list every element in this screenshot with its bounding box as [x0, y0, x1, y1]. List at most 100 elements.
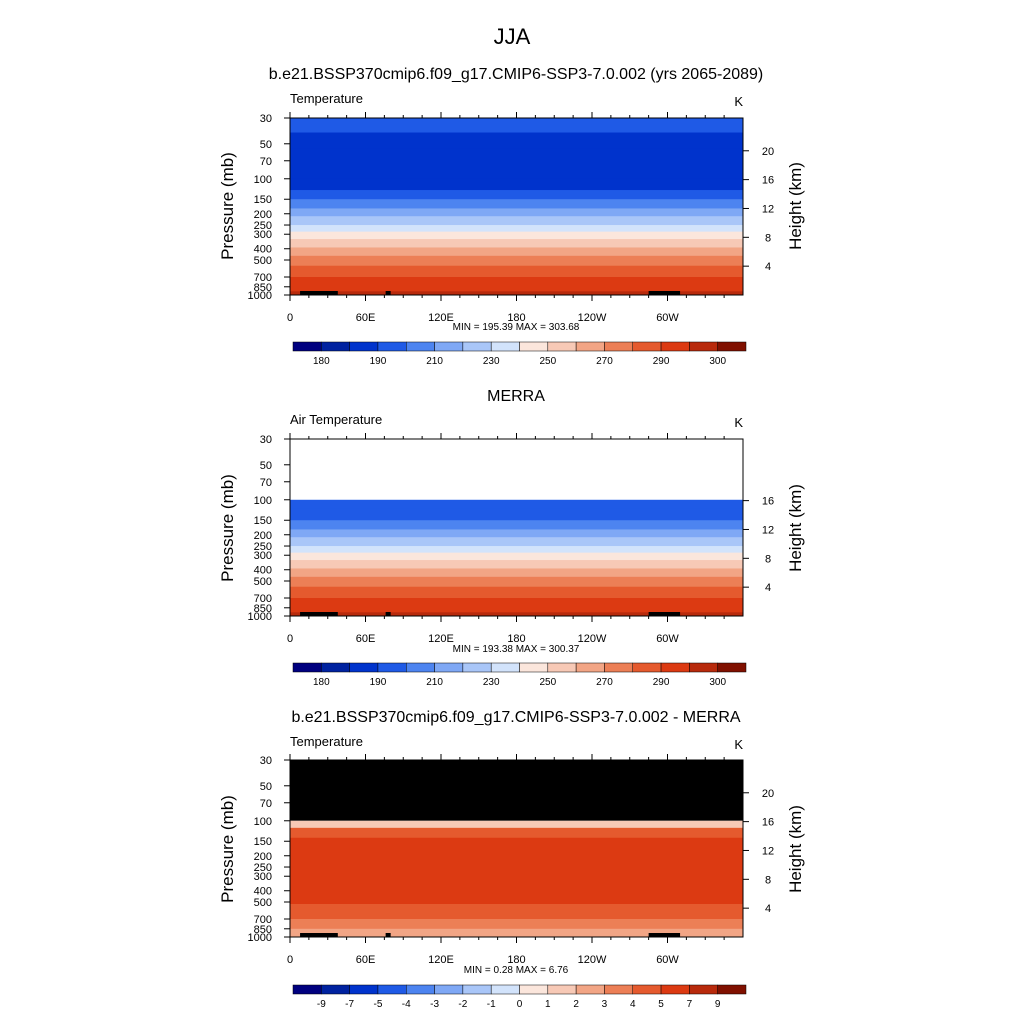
- x-tick-label: 180: [507, 312, 525, 324]
- y-tick-label: 70: [260, 798, 272, 810]
- colorbar-label: 9: [715, 999, 721, 1010]
- y2-tick-label: 16: [762, 175, 774, 187]
- colorbar-swatch: [604, 341, 633, 352]
- contour-band: [290, 148, 743, 180]
- contour-band: [290, 928, 743, 938]
- x-tick-label: 60W: [656, 312, 679, 324]
- y-tick-label: 100: [254, 816, 272, 828]
- stats-label: MIN = 193.38 MAX = 300.37: [453, 644, 580, 655]
- y2-tick-label: 8: [765, 232, 771, 244]
- y-tick-label: 150: [254, 836, 272, 848]
- y-tick-label: 700: [254, 272, 272, 284]
- colorbar-swatch: [547, 341, 577, 352]
- colorbar-label: -2: [458, 999, 467, 1010]
- contour-band: [290, 537, 743, 547]
- colorbar-swatch: [490, 984, 520, 995]
- y-tick-label: 700: [254, 914, 272, 926]
- y2-tick-label: 12: [762, 203, 774, 215]
- y-tick-label: 850: [254, 282, 272, 294]
- x-tick-label: 120E: [428, 954, 454, 966]
- colorbar-swatch: [490, 662, 520, 673]
- y-tick-label: 200: [254, 530, 272, 542]
- colorbar-label: 210: [426, 356, 443, 367]
- contour-band: [290, 239, 743, 248]
- x-tick-label: 0: [287, 312, 293, 324]
- colorbar-swatch: [575, 341, 605, 352]
- colorbar-swatch: [349, 984, 379, 995]
- y-tick-label: 1000: [248, 932, 272, 944]
- y-tick-label: 250: [254, 541, 272, 553]
- contour-band: [290, 508, 743, 521]
- colorbar-label: 230: [483, 677, 500, 688]
- x-tick-label: 60W: [656, 633, 679, 645]
- contour-band: [290, 597, 743, 609]
- colorbar-swatch: [406, 341, 435, 352]
- colorbar-swatch: [321, 341, 350, 352]
- y-tick-label: 100: [254, 495, 272, 507]
- colorbar-label: 3: [602, 999, 608, 1010]
- colorbar-swatch: [462, 341, 492, 352]
- y2-tick-label: 4: [765, 903, 771, 915]
- topography-mask: [300, 291, 338, 295]
- y-tick-label: 400: [254, 244, 272, 256]
- colorbar-swatch: [434, 984, 464, 995]
- colorbar-swatch: [717, 984, 747, 995]
- contour-band: [290, 225, 743, 233]
- y2-axis-label: Height (km): [786, 162, 805, 250]
- contour-band: [290, 820, 743, 829]
- colorbar-swatch: [349, 662, 379, 673]
- colorbar-label: 0: [517, 999, 523, 1010]
- topography-mask: [385, 933, 391, 937]
- y-tick-label: 50: [260, 460, 272, 472]
- x-tick-label: 0: [287, 954, 293, 966]
- colorbar-label: 250: [539, 677, 556, 688]
- panel-merra: MERRA Air Temperature K 0 60E 120E 180 120W 6…: [218, 388, 805, 688]
- contour-band: [290, 265, 743, 278]
- contour-band: [290, 552, 743, 561]
- contour-band: [290, 576, 743, 588]
- contour-band: [290, 529, 743, 538]
- contour-band: [290, 190, 743, 200]
- colorbar-label: -4: [402, 999, 411, 1010]
- y-tick-label: 200: [254, 209, 272, 221]
- y-tick-label: 30: [260, 113, 272, 125]
- y2-tick-label: 20: [762, 788, 774, 800]
- y-axis-label: Pressure (mb): [218, 152, 237, 260]
- y-axis-label: Pressure (mb): [218, 795, 237, 903]
- colorbar-label: 300: [709, 677, 726, 688]
- contour-band: [290, 546, 743, 554]
- colorbar-swatch: [377, 984, 407, 995]
- contour-band: [290, 216, 743, 226]
- y-tick-label: 250: [254, 862, 272, 874]
- panel-left-title: Air Temperature: [290, 412, 382, 427]
- contour-band: [290, 568, 743, 578]
- contour-band: [290, 837, 743, 898]
- x-tick-label: 120E: [428, 633, 454, 645]
- colorbar-swatch: [660, 341, 690, 352]
- stats-label: MIN = 195.39 MAX = 303.68: [453, 322, 580, 333]
- contour-band: [290, 286, 743, 292]
- topography-mask: [300, 933, 338, 937]
- figure-title: JJA: [494, 24, 531, 49]
- contour-band: [290, 199, 743, 209]
- panel-left-title: Temperature: [290, 91, 363, 106]
- topography-mask: [385, 291, 391, 295]
- panel-title: MERRA: [487, 388, 545, 405]
- x-tick-label: 120E: [428, 312, 454, 324]
- y2-axis-label: Height (km): [786, 805, 805, 893]
- y2-tick-label: 16: [762, 817, 774, 829]
- colorbar-swatch: [717, 662, 747, 673]
- contour-band: [290, 499, 743, 510]
- contour-band: [290, 291, 743, 296]
- y-axis-label: Pressure (mb): [218, 474, 237, 582]
- colorbar-swatch: [575, 662, 605, 673]
- colorbar-swatch: [406, 984, 435, 995]
- y-tick-label: 200: [254, 851, 272, 863]
- x-tick-label: 120W: [578, 312, 607, 324]
- y2-tick-label: 12: [762, 524, 774, 536]
- colorbar-swatch: [377, 662, 407, 673]
- y-tick-label: 1000: [248, 611, 272, 623]
- colorbar-swatch: [490, 341, 520, 352]
- contour-band: [290, 586, 743, 599]
